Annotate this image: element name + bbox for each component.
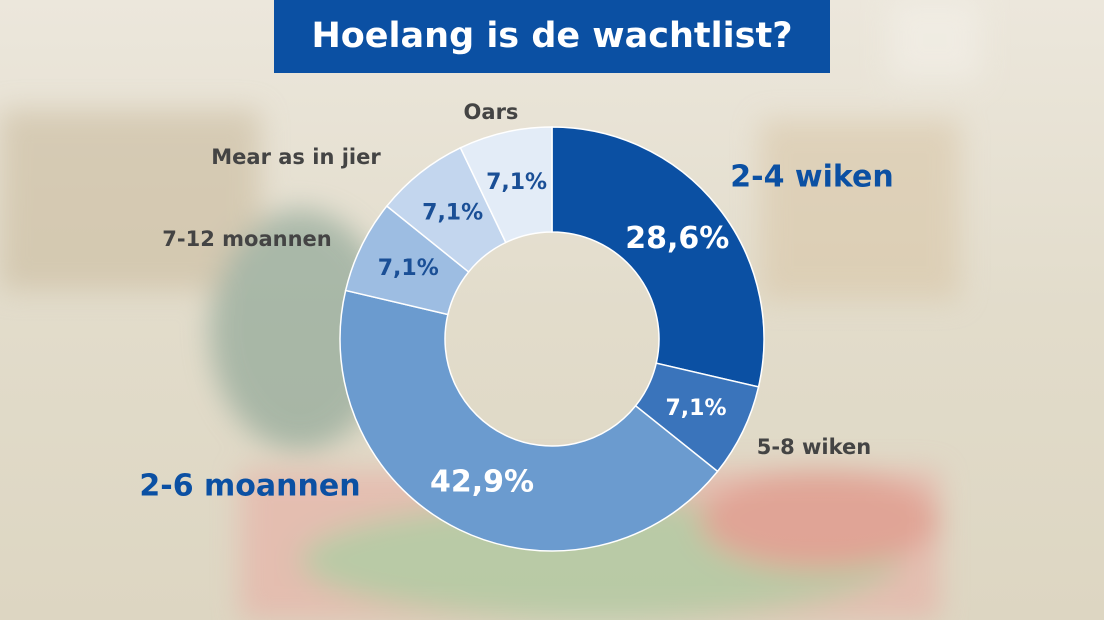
category-label: Oars	[464, 100, 519, 124]
category-label: 5-8 wiken	[757, 435, 871, 459]
chart-title: Hoelang is de wachtlist?	[311, 16, 792, 56]
background-photo	[0, 0, 980, 620]
category-label: 7-12 moannen	[162, 227, 331, 251]
donut-segment	[339, 289, 719, 552]
category-label: 2-6 moannen	[139, 469, 360, 504]
category-label: Mear as in jier	[211, 145, 381, 169]
value-label: 7,1%	[422, 201, 483, 226]
donut-segment	[459, 126, 553, 244]
value-label: 7,1%	[665, 396, 726, 421]
title-box	[274, 0, 830, 73]
value-label: 7,1%	[486, 170, 547, 195]
value-label: 7,1%	[378, 256, 439, 281]
value-label: 28,6%	[625, 221, 729, 256]
category-label: 2-4 wiken	[730, 160, 894, 195]
value-label: 42,9%	[430, 464, 534, 499]
donut-segment	[551, 126, 765, 388]
